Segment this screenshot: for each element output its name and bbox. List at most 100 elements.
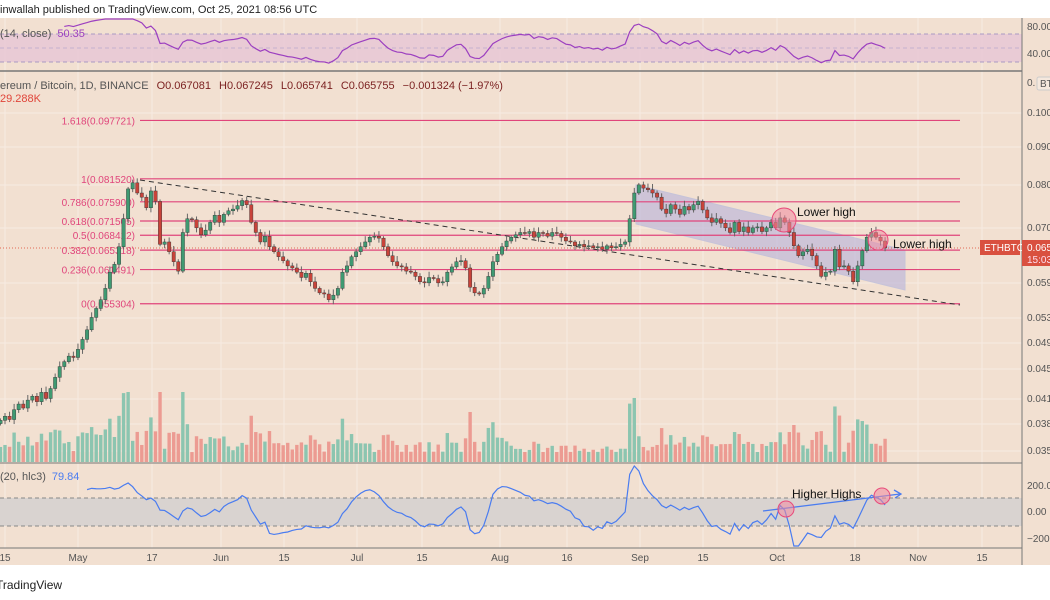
time-axis[interactable]: 15 May 17 Jun 15 Jul 15 Aug 16 Sep 15 Oct 18 Nov 15 — [0, 553, 988, 564]
candle-body — [413, 271, 418, 277]
candle-body — [823, 271, 828, 277]
price-axis-tick: 0.035 — [1027, 446, 1050, 457]
ohlc-close: C0.065755 — [341, 80, 395, 92]
time-axis-tick: 15 — [278, 553, 290, 564]
ohlc-low: L0.065741 — [281, 80, 333, 92]
bar-countdown: 15:03 — [1027, 255, 1050, 266]
cci-high-circle-1[interactable] — [777, 500, 795, 518]
candle-body — [696, 201, 701, 205]
time-axis-tick: Nov — [909, 553, 927, 564]
volume-bar — [35, 442, 39, 462]
volume-bar — [203, 443, 208, 462]
symbol-label: ereum / Bitcoin, 1D, BINANCE — [0, 80, 149, 92]
candle-body — [144, 196, 149, 208]
candle-body — [828, 270, 833, 273]
volume-bar — [755, 452, 760, 462]
trendline[interactable] — [139, 179, 961, 306]
volume-bar — [267, 431, 272, 462]
candle-body — [595, 246, 600, 248]
candle-body — [728, 227, 732, 233]
candle-body — [25, 399, 30, 409]
cci-label: (20, hlc3) — [0, 471, 46, 483]
candle-body — [358, 246, 363, 252]
candle-body — [513, 234, 518, 238]
volume-bar — [609, 449, 614, 462]
candle-body — [559, 233, 564, 238]
volume-bar — [669, 435, 673, 462]
candle-body — [440, 281, 445, 284]
volume-bar — [687, 446, 691, 462]
candle-body — [459, 260, 463, 262]
arrow-head-icon — [893, 489, 903, 499]
candle-body — [732, 222, 737, 233]
volume-bar — [514, 448, 518, 462]
candle-body — [354, 251, 359, 257]
time-axis-tick: Aug — [491, 553, 509, 564]
volume-bar — [591, 449, 595, 462]
fib-level-label: 1.618(0.097721) — [62, 116, 135, 127]
candle-body — [746, 226, 751, 233]
candle-body — [605, 245, 609, 250]
volume-bar — [172, 432, 176, 462]
candle-body — [390, 255, 395, 262]
candle-body — [208, 222, 213, 231]
time-axis-tick: May — [69, 553, 88, 564]
volume-bar — [349, 434, 354, 462]
lower-high-circle-1[interactable] — [771, 207, 797, 233]
candle-body — [563, 236, 568, 242]
cci-axis-tick: 200.0 — [1027, 481, 1050, 492]
candle-body — [609, 245, 614, 248]
candle-body — [162, 241, 167, 245]
price-axis-tick: 0.100 — [1027, 108, 1050, 119]
candle-body — [527, 231, 532, 234]
candle-body — [646, 187, 650, 190]
candle-body — [600, 246, 605, 250]
candle-body — [0, 420, 3, 424]
currency-button[interactable] — [1036, 76, 1050, 91]
candle-body — [436, 278, 441, 284]
candle-body — [80, 339, 85, 350]
volume-bar — [76, 436, 80, 462]
volume-bar — [459, 451, 463, 462]
candle-body — [481, 288, 486, 295]
volume-bar — [89, 427, 94, 462]
candle-body — [801, 251, 805, 256]
chart-background — [0, 18, 1050, 565]
last-price: 0.065 — [1027, 243, 1050, 254]
cci-high-circle-2[interactable] — [873, 487, 891, 505]
candle-body — [57, 366, 62, 378]
candle-body — [504, 240, 509, 247]
volume-bar — [185, 424, 190, 462]
rsi-label: (14, close) — [0, 28, 51, 40]
volume-bar — [450, 442, 454, 462]
volume-bar — [732, 432, 737, 462]
volume-bar — [664, 444, 668, 462]
volume-bar — [764, 445, 769, 462]
candle-body — [35, 395, 39, 402]
candle-body — [577, 244, 582, 247]
volume-bar — [130, 440, 135, 462]
candle-body — [94, 308, 99, 318]
volume-bar — [290, 449, 294, 462]
volume-bar — [381, 435, 386, 462]
volume-bar — [623, 448, 627, 462]
candle-body — [454, 261, 459, 268]
fib-retracement[interactable]: 1.618(0.097721) 1(0.081520) 0.786(0.075900… — [62, 116, 960, 311]
candle-body — [44, 392, 48, 399]
volume-bar — [176, 433, 180, 462]
price-axis[interactable]: 0.100 0.090 0.080 0.070 0.059 0.053 0.049 0.045… — [1027, 108, 1050, 457]
candle-body — [153, 190, 158, 202]
volume-bar — [441, 451, 445, 462]
volume-bar — [714, 446, 719, 462]
time-axis-tick: 15 — [416, 553, 428, 564]
candle-body — [491, 261, 495, 277]
candle-body — [335, 288, 340, 296]
tradingview-brand[interactable]: TradingView — [0, 578, 62, 592]
lower-high-circle-2[interactable] — [867, 229, 889, 251]
candle-body — [12, 409, 17, 420]
candle-body — [408, 270, 413, 273]
ohlc-change: −0.001324 (−1.97%) — [403, 80, 503, 92]
volume-bar — [650, 446, 655, 462]
volume-bar — [208, 437, 212, 462]
